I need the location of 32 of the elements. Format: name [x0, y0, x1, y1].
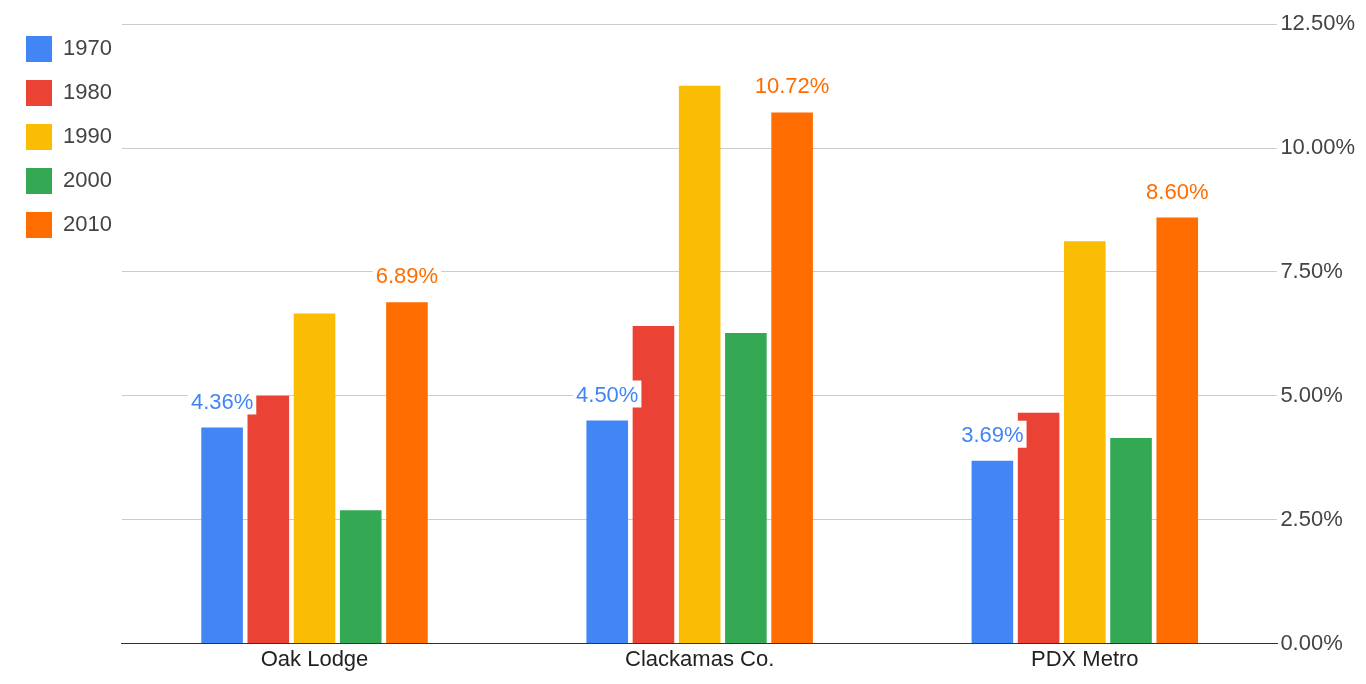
- bar: [293, 313, 336, 644]
- bar: [339, 510, 382, 644]
- x-tick-label: Clackamas Co.: [625, 645, 775, 671]
- y-tick-label: 12.50%: [1280, 10, 1356, 36]
- bar: [971, 460, 1014, 644]
- y-tick-label: 7.50%: [1280, 258, 1343, 284]
- bar: [1064, 241, 1106, 644]
- data-label: 3.69%: [961, 421, 1024, 447]
- data-label: 10.72%: [754, 73, 830, 99]
- y-tick-label: 10.00%: [1280, 134, 1356, 160]
- bar: [586, 420, 629, 644]
- bar: [1110, 437, 1152, 644]
- legend-label: 1970: [63, 35, 112, 61]
- data-label: 8.60%: [1146, 178, 1209, 204]
- y-tick-label: 2.50%: [1280, 505, 1343, 531]
- legend-label: 2000: [63, 167, 112, 193]
- bar: [386, 302, 428, 644]
- data-label: 4.36%: [190, 388, 254, 414]
- legend-label: 1990: [63, 123, 112, 149]
- bar: [201, 427, 243, 644]
- bar: [771, 112, 813, 644]
- x-tick-label: PDX Metro: [1031, 645, 1139, 671]
- y-tick-label: 0.00%: [1280, 629, 1343, 655]
- bar: [1156, 217, 1199, 644]
- data-label: 4.50%: [576, 381, 639, 407]
- bar: [725, 332, 767, 644]
- y-tick-label: 5.00%: [1280, 381, 1343, 407]
- legend-label: 2010: [63, 211, 112, 237]
- x-tick-label: Oak Lodge: [260, 645, 369, 671]
- data-label: 6.89%: [375, 263, 439, 289]
- bar: [678, 85, 721, 644]
- legend-label: 1980: [63, 79, 112, 105]
